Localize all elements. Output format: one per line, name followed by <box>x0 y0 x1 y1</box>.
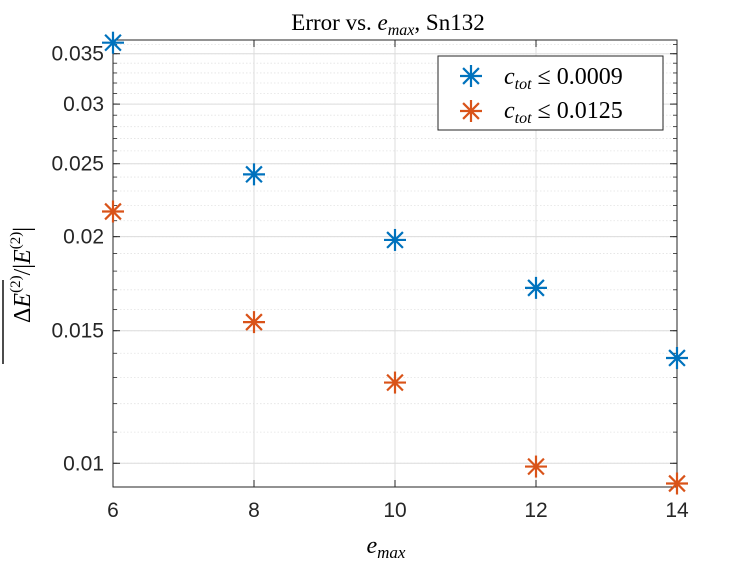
legend-box <box>437 55 664 131</box>
data-point-series-2 <box>102 200 124 223</box>
y-label-bar: | <box>10 227 36 232</box>
title-prefix: Error vs. <box>291 10 377 35</box>
y-label-delta: Δ <box>10 308 36 323</box>
data-series <box>102 31 688 495</box>
legend-marker-series-2 <box>460 100 482 122</box>
data-point-series-1 <box>102 31 124 54</box>
legend-label-series-1: ctot ≤ 0.0009 <box>504 64 623 93</box>
y-tick-label: 0.01 <box>63 452 104 475</box>
data-point-series-1 <box>666 346 688 369</box>
legend-tot-2: tot <box>515 110 532 127</box>
y-label-superscript: (2) <box>8 275 24 293</box>
data-point-series-1 <box>243 163 265 186</box>
y-tick-label: 0.03 <box>63 93 104 116</box>
legend-marker-series-1 <box>460 65 482 87</box>
x-tick-label: 12 <box>524 499 547 522</box>
data-point-series-1 <box>384 228 406 251</box>
legend-threshold-2: ≤ 0.0125 <box>532 98 623 124</box>
legend-tot-1: tot <box>515 76 532 93</box>
legend-entry-series-2: ctot ≤ 0.0125 <box>460 98 623 127</box>
legend-asterisk-2 <box>460 100 482 122</box>
y-label-e: E <box>10 293 36 309</box>
x-axis-label: emax <box>367 533 406 561</box>
data-point-series-2 <box>384 371 406 394</box>
y-axis-label-text: ΔE(2)/|E(2)| <box>8 227 36 323</box>
y-tick-label: 0.035 <box>51 43 104 66</box>
legend-label-series-2: ctot ≤ 0.0125 <box>504 98 623 127</box>
title-variable-subscript: max <box>388 22 415 39</box>
legend-c-2: c <box>504 98 515 124</box>
y-tick-label: 0.025 <box>51 153 104 176</box>
y-label-slash: /| <box>10 264 36 275</box>
data-point-series-2 <box>666 472 688 495</box>
series-1 <box>102 31 688 369</box>
title-variable: e <box>378 10 388 35</box>
x-tick-label: 8 <box>248 499 260 522</box>
legend-asterisk-1 <box>460 65 482 87</box>
series-2 <box>102 200 688 495</box>
legend-entry-series-1: ctot ≤ 0.0009 <box>460 64 623 93</box>
x-tick-label: 6 <box>107 499 119 522</box>
x-tick-label: 14 <box>665 499 689 522</box>
y-tick-label: 0.015 <box>51 320 104 343</box>
data-point-series-1 <box>525 276 547 299</box>
y-axis-label: ΔE(2)/|E(2)| <box>2 227 36 364</box>
y-tick-label: 0.02 <box>63 226 104 249</box>
x-tick-label: 10 <box>383 499 406 522</box>
chart-title: Error vs. emax, Sn132 <box>291 10 484 39</box>
legend-threshold-1: ≤ 0.0009 <box>532 64 623 90</box>
y-axis-tick-labels: 0.01 0.015 0.02 0.025 0.03 0.035 <box>51 43 104 476</box>
y-label-superscript-2: (2) <box>8 232 24 250</box>
data-point-series-2 <box>525 455 547 478</box>
legend: ctot ≤ 0.0009 ctot ≤ 0.0125 <box>437 55 664 131</box>
x-label-subscript: max <box>377 543 406 561</box>
legend-c-1: c <box>504 64 515 90</box>
x-label-base: e <box>367 533 378 559</box>
y-label-e2: E <box>10 249 36 265</box>
x-axis-tick-labels: 6 8 10 12 14 <box>107 499 689 522</box>
data-point-series-2 <box>243 311 265 334</box>
title-suffix: , Sn132 <box>414 10 484 35</box>
